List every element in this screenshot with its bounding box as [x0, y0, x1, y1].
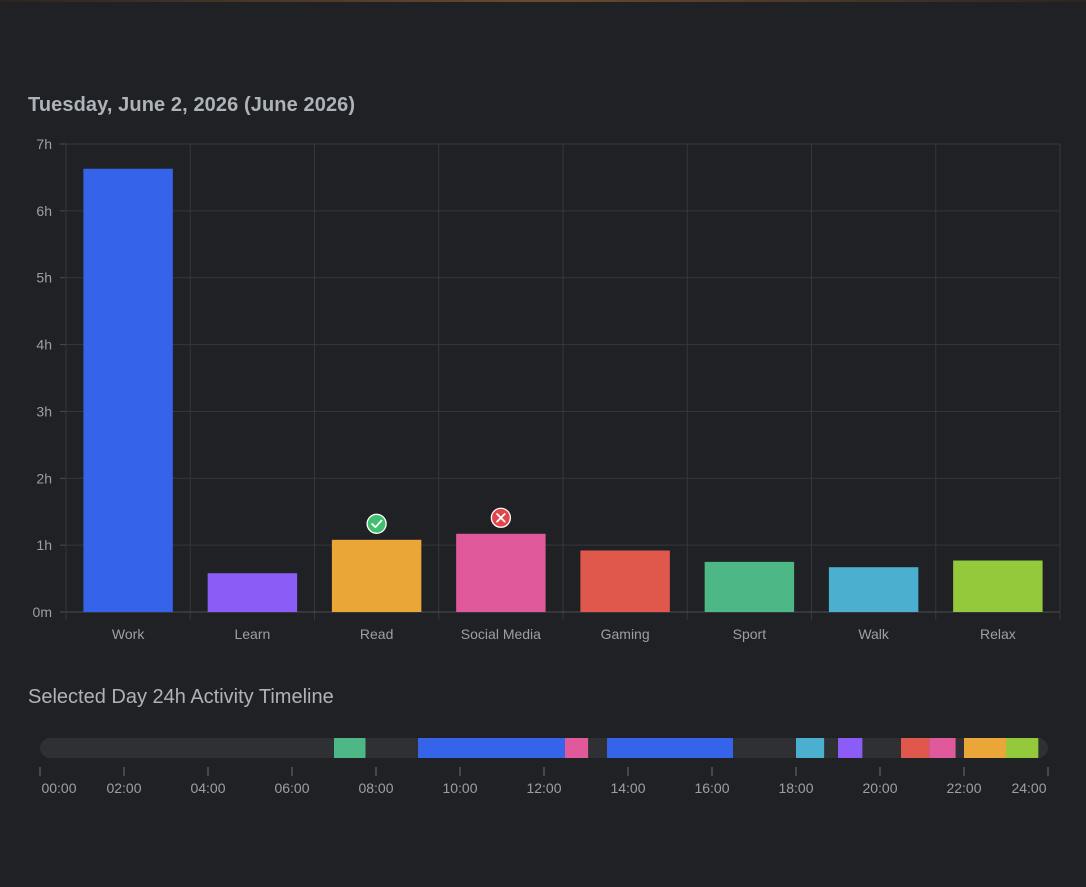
- x-tick-label: Read: [360, 626, 393, 642]
- timeline-segment-learn[interactable]: [838, 738, 863, 758]
- chart-title: Tuesday, June 2, 2026 (June 2026): [28, 94, 356, 116]
- timeline-segment-walk[interactable]: [796, 738, 825, 758]
- y-tick-label: 1h: [36, 537, 52, 553]
- x-tick-label: Relax: [980, 626, 1016, 642]
- bar-chart: 0m 1h 2h 3h 4h 5h 6h 7h Work Learn Read Social Medi…: [33, 136, 1061, 642]
- y-tick-label: 6h: [36, 203, 52, 219]
- timeline-title: Selected Day 24h Activity Timeline: [28, 686, 334, 708]
- timeline-tick-label: 04:00: [190, 780, 225, 796]
- y-tick-label: 0m: [33, 604, 52, 620]
- timeline-tick-label: 10:00: [442, 780, 477, 796]
- x-tick-label: Walk: [858, 626, 890, 642]
- timeline-tick-label: 00:00: [41, 780, 76, 796]
- bar-relax[interactable]: [953, 560, 1043, 612]
- bar-work[interactable]: [83, 168, 173, 612]
- timeline-tick-label: 14:00: [610, 780, 645, 796]
- y-tick-label: 7h: [36, 136, 52, 152]
- timeline-tick-label: 18:00: [778, 780, 813, 796]
- timeline-segment-sport[interactable]: [334, 738, 366, 758]
- timeline-tick-label: 16:00: [694, 780, 729, 796]
- x-tick-label: Social Media: [461, 626, 541, 642]
- timeline-tick-label: 24:00: [1011, 780, 1046, 796]
- timeline-tick-label: 12:00: [526, 780, 561, 796]
- x-circle-icon: [490, 507, 512, 528]
- bar-social-media[interactable]: [456, 533, 546, 612]
- timeline-segment-work[interactable]: [607, 738, 733, 758]
- y-tick-label: 2h: [36, 470, 52, 486]
- timeline-segment-work[interactable]: [418, 738, 565, 758]
- timeline-tick-label: 22:00: [946, 780, 981, 796]
- bar-gaming[interactable]: [580, 550, 670, 612]
- timeline-segment-social-media[interactable]: [929, 738, 956, 758]
- x-tick-label: Gaming: [601, 626, 650, 642]
- y-tick-label: 5h: [36, 270, 52, 286]
- top-accent-line: [0, 0, 1086, 2]
- timeline-segment-gaming[interactable]: [901, 738, 930, 758]
- timeline-segments: [334, 738, 1039, 758]
- timeline-segment-read[interactable]: [964, 738, 1006, 758]
- activity-timeline: 00:00 02:00 04:00 06:00 08:00 10:00 12:00 14:00…: [39, 738, 1049, 796]
- bar-read[interactable]: [331, 539, 422, 612]
- timeline-tick-label: 02:00: [106, 780, 141, 796]
- y-tick-label: 4h: [36, 337, 52, 353]
- bar-learn[interactable]: [207, 573, 298, 612]
- timeline-tick-label: 20:00: [862, 780, 897, 796]
- check-circle-icon: [366, 513, 387, 534]
- timeline-segment-relax[interactable]: [1006, 738, 1039, 758]
- timeline-tick-label: 08:00: [358, 780, 393, 796]
- x-tick-label: Work: [112, 626, 145, 642]
- x-tick-label: Sport: [733, 626, 767, 642]
- bar-walk[interactable]: [828, 567, 919, 612]
- y-tick-label: 3h: [36, 403, 52, 419]
- bar-sport[interactable]: [704, 561, 795, 612]
- x-tick-label: Learn: [234, 626, 270, 642]
- timeline-segment-social-media[interactable]: [565, 738, 589, 758]
- timeline-tick-label: 06:00: [274, 780, 309, 796]
